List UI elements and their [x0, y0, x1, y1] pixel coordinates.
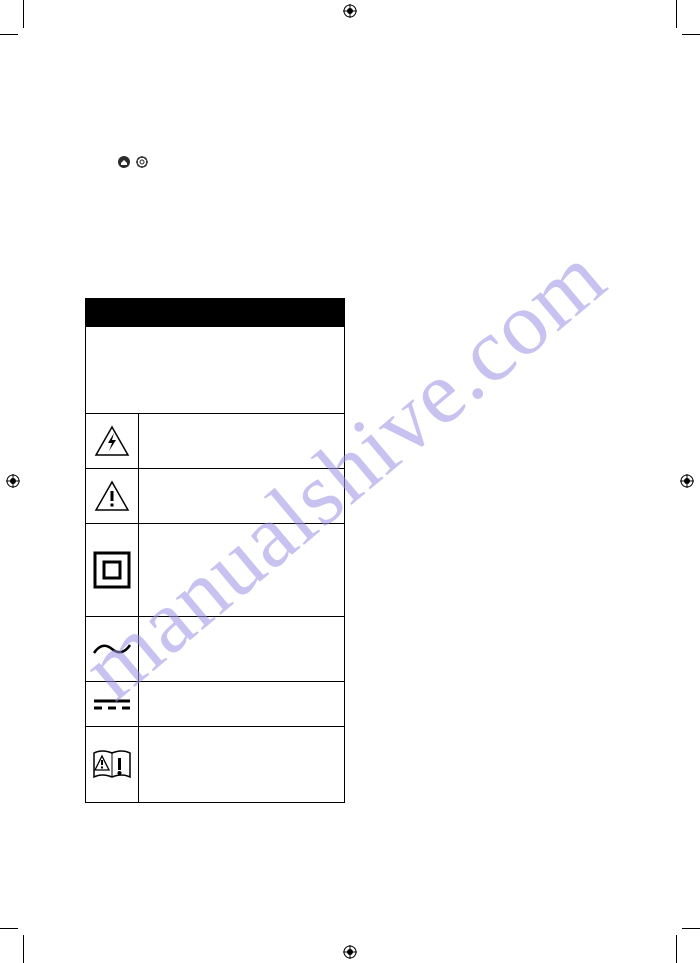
- crop-mark: [676, 935, 677, 963]
- symbol-cell: [86, 524, 139, 616]
- symbols-table: [85, 298, 345, 803]
- double-square-icon: [93, 551, 131, 589]
- description-cell: [139, 469, 344, 523]
- description-cell: [139, 617, 344, 681]
- symbol-cell: [86, 469, 139, 523]
- symbol-cell: [86, 682, 139, 726]
- crop-mark: [682, 928, 700, 929]
- symbol-cell: [86, 414, 139, 468]
- table-row: [86, 727, 344, 802]
- registration-mark-icon: [343, 4, 357, 18]
- table-header-bar: [86, 299, 344, 327]
- exclamation-triangle-icon: [94, 480, 130, 512]
- header-icon-group: [118, 156, 148, 168]
- crop-mark: [682, 34, 700, 35]
- crop-mark: [676, 0, 677, 28]
- symbol-cell: [86, 617, 139, 681]
- symbol-cell: [86, 727, 139, 802]
- description-cell: [139, 414, 344, 468]
- table-intro-row: [86, 327, 344, 414]
- description-cell: [139, 682, 344, 726]
- crop-mark: [0, 34, 18, 35]
- table-row: [86, 524, 344, 617]
- read-manual-icon: [90, 747, 134, 783]
- crop-mark: [0, 928, 18, 929]
- dashed-line-dc-icon: [92, 697, 132, 711]
- gear-icon: [136, 156, 148, 168]
- crop-mark: [23, 935, 24, 963]
- table-row: [86, 617, 344, 682]
- table-row: [86, 682, 344, 727]
- registration-mark-icon: [6, 474, 20, 488]
- description-cell: [139, 524, 344, 616]
- table-row: [86, 469, 344, 524]
- registration-mark-icon: [343, 945, 357, 959]
- lightning-bolt-triangle-icon: [94, 425, 130, 457]
- house-circle-icon: [118, 156, 130, 168]
- crop-mark: [23, 0, 24, 28]
- registration-mark-icon: [680, 474, 694, 488]
- tilde-ac-icon: [92, 639, 132, 659]
- description-cell: [139, 727, 344, 802]
- table-row: [86, 414, 344, 469]
